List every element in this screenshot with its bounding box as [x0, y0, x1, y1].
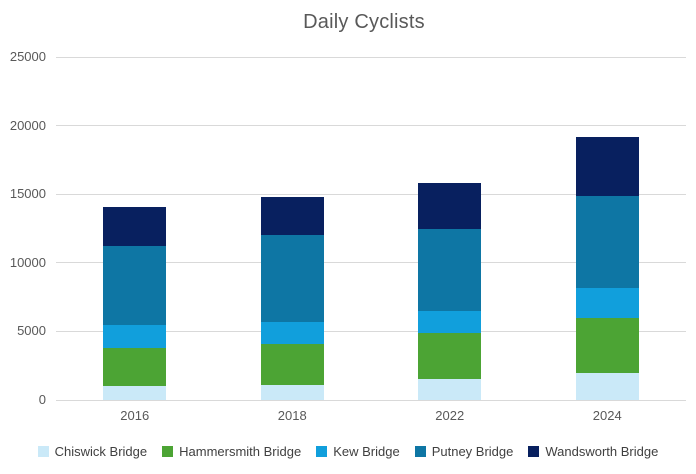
bar-segment	[103, 347, 167, 387]
x-tick-label: 2024	[592, 408, 622, 423]
bar-segment	[418, 183, 482, 229]
legend-label: Putney Bridge	[431, 443, 514, 459]
y-tick-label: 10000	[9, 254, 46, 270]
gridline	[56, 330, 686, 332]
bar-segment	[575, 372, 639, 400]
y-tick-label: 5000	[17, 323, 46, 339]
x-tick-label: 2018	[277, 408, 307, 423]
legend-label: Hammersmith Bridge	[179, 443, 302, 459]
legend-item: Hammersmith Bridge	[162, 444, 301, 459]
legend-swatch	[316, 445, 328, 457]
gridline	[56, 56, 686, 58]
gridline	[56, 262, 686, 264]
bar-segment	[260, 343, 324, 385]
bar-segment	[418, 332, 482, 380]
legend-item: Putney Bridge	[414, 443, 514, 459]
bar-segment	[103, 386, 167, 400]
bar-segment	[260, 235, 324, 322]
bar-segment	[260, 321, 324, 344]
bar-segment	[418, 310, 482, 333]
bar-2016	[103, 57, 167, 400]
bar-segment	[575, 195, 639, 288]
bar-segment	[103, 324, 167, 348]
bar-segment	[575, 317, 639, 373]
plot-area	[56, 56, 686, 401]
chart-title: Daily Cyclists	[303, 11, 425, 33]
legend-label: Chiswick Bridge	[54, 443, 148, 459]
x-tick-label: 2022	[435, 408, 465, 423]
legend-swatch	[162, 445, 174, 457]
x-tick-label: 2016	[120, 408, 150, 423]
gridline	[56, 399, 686, 401]
bar-segment	[103, 246, 167, 325]
legend-item: Chiswick Bridge	[37, 443, 148, 459]
legend-swatch	[414, 445, 426, 457]
y-tick-label: 20000	[9, 117, 46, 133]
legend-item: Kew Bridge	[316, 443, 400, 459]
legend-swatch	[37, 445, 49, 457]
bar-segment	[418, 228, 482, 311]
bar-2024	[575, 57, 639, 400]
y-tick-label: 0	[38, 392, 46, 407]
y-tick-label: 15000	[9, 186, 46, 202]
bar-segment	[260, 196, 324, 236]
bar-2022	[418, 57, 482, 400]
bar-segment	[260, 384, 324, 400]
bar-segment	[575, 287, 639, 318]
bar-2018	[260, 57, 324, 400]
gridline	[56, 193, 686, 195]
legend-label: Kew Bridge	[333, 443, 400, 459]
bar-segment	[103, 206, 167, 247]
gridline	[56, 125, 686, 127]
legend-label: Wandsworth Bridge	[545, 443, 659, 459]
bar-segment	[418, 379, 482, 400]
legend-item: Wandsworth Bridge	[528, 444, 658, 459]
legend: Chiswick Bridge Hammersmith Bridge Kew Bri…	[0, 441, 696, 461]
legend-swatch	[528, 445, 540, 457]
y-tick-label: 25000	[9, 49, 46, 64]
bar-segment	[575, 136, 639, 196]
